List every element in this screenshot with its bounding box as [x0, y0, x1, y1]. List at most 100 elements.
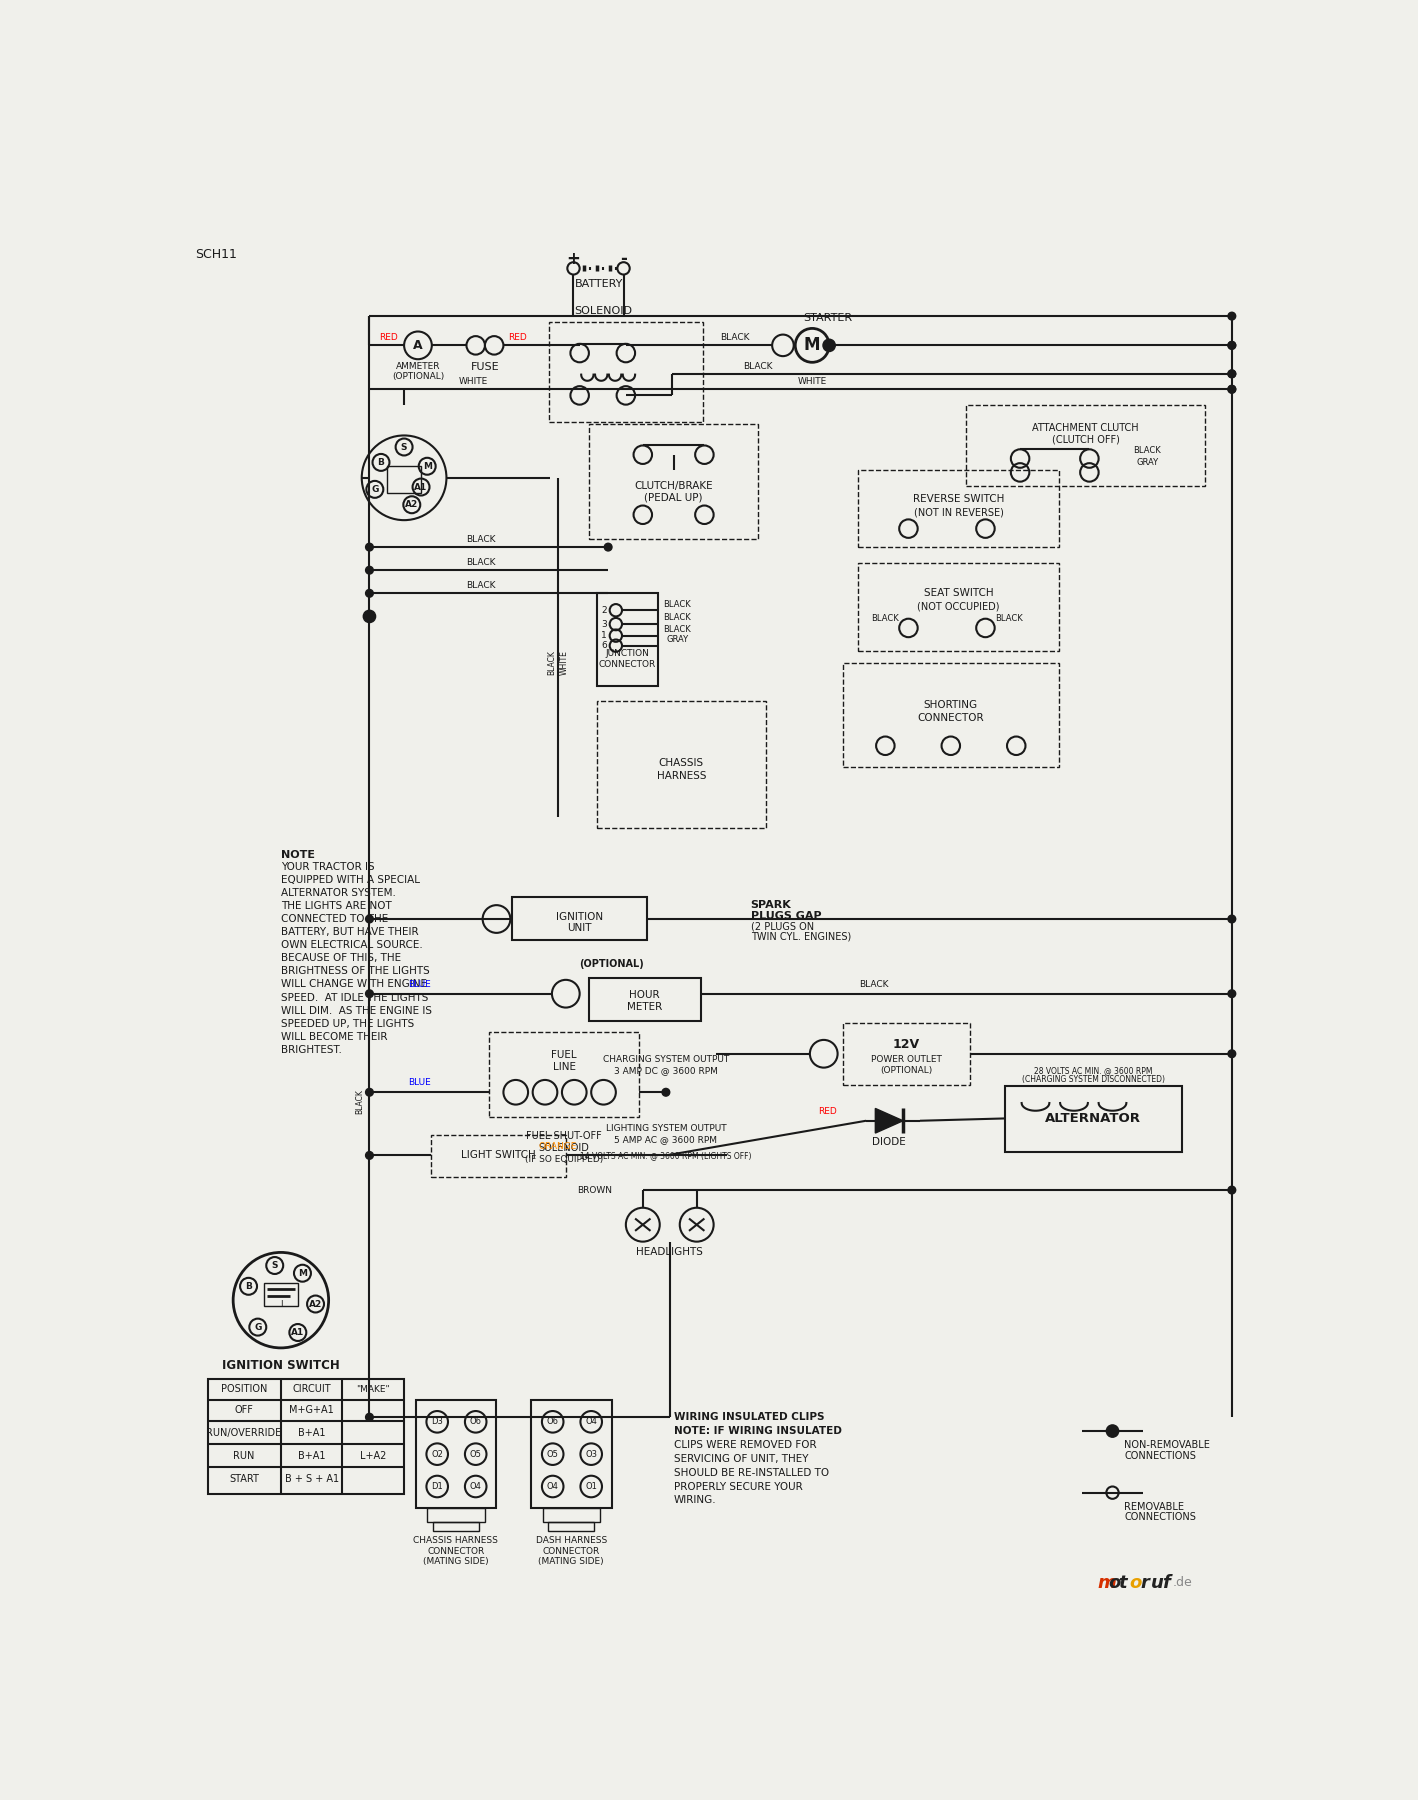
Text: BLACK: BLACK	[664, 614, 692, 623]
Text: ATTACHMENT CLUTCH: ATTACHMENT CLUTCH	[1032, 423, 1139, 432]
Text: BATTERY, BUT HAVE THEIR: BATTERY, BUT HAVE THEIR	[281, 927, 418, 938]
Text: BLACK: BLACK	[872, 614, 899, 623]
Text: NOTE: NOTE	[281, 850, 315, 860]
Text: L+A2: L+A2	[360, 1451, 387, 1462]
Bar	[543, 1508, 600, 1523]
Text: A: A	[413, 338, 423, 351]
Text: BLUE: BLUE	[408, 1078, 431, 1087]
Text: 28 VOLTS AC MIN. @ 3600 RPM: 28 VOLTS AC MIN. @ 3600 RPM	[1034, 1066, 1153, 1075]
Text: BLACK: BLACK	[467, 558, 496, 567]
Text: LIGHT SWITCH: LIGHT SWITCH	[461, 1150, 536, 1161]
Text: CONNECTIONS: CONNECTIONS	[1124, 1512, 1195, 1523]
Text: B+A1: B+A1	[298, 1451, 326, 1462]
Text: CONNECTOR: CONNECTOR	[543, 1546, 600, 1555]
Text: B: B	[245, 1282, 252, 1291]
Text: B + S + A1: B + S + A1	[285, 1474, 339, 1483]
Text: BLACK: BLACK	[1133, 446, 1161, 455]
Text: f: f	[1161, 1573, 1170, 1591]
Text: WILL BECOME THEIR: WILL BECOME THEIR	[281, 1031, 387, 1042]
Text: B: B	[377, 457, 384, 466]
Circle shape	[1228, 371, 1235, 378]
Text: BLACK: BLACK	[743, 362, 773, 371]
Text: WHITE: WHITE	[560, 650, 569, 675]
Text: m: m	[1098, 1573, 1116, 1591]
Text: SCH11: SCH11	[194, 248, 237, 261]
Text: O4: O4	[586, 1417, 597, 1426]
Bar	[588, 423, 759, 540]
Text: SERVICING OF UNIT, THEY: SERVICING OF UNIT, THEY	[674, 1454, 808, 1463]
Text: SEAT SWITCH: SEAT SWITCH	[923, 589, 993, 598]
Text: CONNECTED TO THE: CONNECTED TO THE	[281, 914, 389, 923]
Bar	[858, 562, 1059, 652]
Text: (2 PLUGS ON: (2 PLUGS ON	[750, 922, 814, 932]
Text: 3: 3	[601, 619, 607, 628]
Text: o: o	[1107, 1573, 1120, 1591]
Text: O4: O4	[547, 1481, 559, 1490]
Circle shape	[366, 990, 373, 997]
Text: D1: D1	[431, 1481, 442, 1490]
Text: -: -	[620, 250, 627, 268]
Text: WIRING.: WIRING.	[674, 1496, 716, 1505]
Text: REMOVABLE: REMOVABLE	[1124, 1501, 1184, 1512]
Text: METER: METER	[627, 1003, 662, 1012]
Text: TWIN CYL. ENGINES): TWIN CYL. ENGINES)	[750, 932, 851, 941]
Circle shape	[366, 544, 373, 551]
Bar	[264, 1283, 298, 1307]
Text: (OPTIONAL): (OPTIONAL)	[580, 959, 644, 970]
Text: "MAKE": "MAKE"	[356, 1384, 390, 1393]
Text: (IF SO EQUIPPED): (IF SO EQUIPPED)	[525, 1156, 604, 1165]
Polygon shape	[875, 1109, 903, 1132]
Text: (NOT OCCUPIED): (NOT OCCUPIED)	[917, 601, 1000, 612]
Bar	[489, 1031, 640, 1116]
Text: (CLUTCH OFF): (CLUTCH OFF)	[1052, 434, 1119, 445]
Circle shape	[822, 338, 835, 351]
Text: BLACK: BLACK	[720, 333, 750, 342]
Text: (PEDAL UP): (PEDAL UP)	[644, 493, 703, 502]
Text: S: S	[271, 1262, 278, 1271]
Text: UNIT: UNIT	[567, 923, 591, 932]
Bar	[549, 1523, 594, 1532]
Text: r: r	[1140, 1573, 1149, 1591]
Text: REVERSE SWITCH: REVERSE SWITCH	[913, 495, 1004, 504]
Circle shape	[1228, 342, 1235, 349]
Text: O2: O2	[431, 1449, 444, 1458]
Bar	[588, 979, 700, 1021]
Text: CONNECTOR: CONNECTOR	[917, 713, 984, 724]
Circle shape	[1228, 1186, 1235, 1193]
Text: BLACK: BLACK	[664, 625, 692, 634]
Text: SOLENOID: SOLENOID	[574, 306, 632, 315]
Text: O5: O5	[547, 1449, 559, 1458]
Text: BECAUSE OF THIS, THE: BECAUSE OF THIS, THE	[281, 954, 401, 963]
Text: CHASSIS: CHASSIS	[659, 758, 703, 767]
Text: WIRING INSULATED CLIPS: WIRING INSULATED CLIPS	[674, 1413, 824, 1422]
Text: WILL CHANGE WITH ENGINE: WILL CHANGE WITH ENGINE	[281, 979, 427, 990]
Text: RED: RED	[508, 333, 526, 342]
Circle shape	[1228, 1049, 1235, 1058]
Text: A1: A1	[291, 1328, 305, 1337]
Text: 5 AMP AC @ 3600 RPM: 5 AMP AC @ 3600 RPM	[614, 1136, 718, 1145]
Text: CLUTCH/BRAKE: CLUTCH/BRAKE	[634, 481, 713, 490]
Text: t: t	[1119, 1573, 1127, 1591]
Text: CIRCUIT: CIRCUIT	[292, 1384, 330, 1395]
Circle shape	[1228, 385, 1235, 392]
Text: S: S	[401, 443, 407, 452]
Text: +: +	[567, 250, 580, 268]
Text: BATTERY: BATTERY	[574, 279, 623, 288]
Text: BRIGHTNESS OF THE LIGHTS: BRIGHTNESS OF THE LIGHTS	[281, 967, 430, 976]
Text: FUSE: FUSE	[471, 362, 499, 373]
Text: 3 AMP DC @ 3600 RPM: 3 AMP DC @ 3600 RPM	[614, 1066, 718, 1075]
Text: CONNECTOR: CONNECTOR	[427, 1546, 485, 1555]
Text: EQUIPPED WITH A SPECIAL: EQUIPPED WITH A SPECIAL	[281, 875, 420, 886]
Circle shape	[1106, 1426, 1119, 1436]
Text: RED: RED	[380, 333, 398, 342]
Text: RUN/OVERRIDE: RUN/OVERRIDE	[206, 1427, 282, 1438]
Circle shape	[366, 567, 373, 574]
Text: (CHARGING SYSTEM DISCONNECTED): (CHARGING SYSTEM DISCONNECTED)	[1022, 1075, 1164, 1084]
Text: (OPTIONAL): (OPTIONAL)	[391, 371, 444, 380]
Text: 1: 1	[601, 632, 607, 641]
Bar	[966, 405, 1205, 486]
Text: POWER OUTLET: POWER OUTLET	[871, 1055, 942, 1064]
Circle shape	[1228, 990, 1235, 997]
Text: PROPERLY SECURE YOUR: PROPERLY SECURE YOUR	[674, 1481, 803, 1492]
Text: (OPTIONAL): (OPTIONAL)	[881, 1066, 932, 1075]
